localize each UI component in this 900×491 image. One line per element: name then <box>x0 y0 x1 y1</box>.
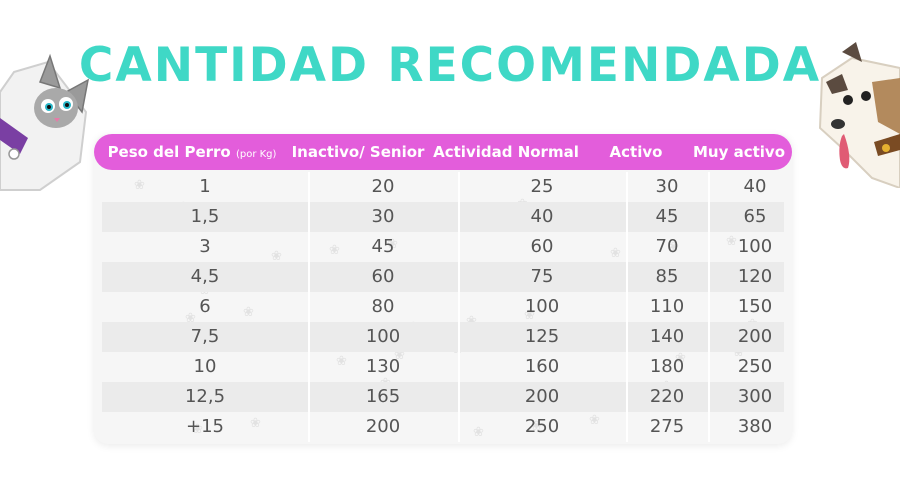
column-separator <box>708 172 710 442</box>
table-cell: 200 <box>365 416 401 437</box>
table-cell: 100 <box>524 296 560 317</box>
header-actividad-normal: Actividad Normal <box>433 143 579 161</box>
table-header: Peso del Perro (por Kg) Inactivo/ Senior… <box>94 134 792 170</box>
table-cell: +15 <box>186 416 224 437</box>
table-row: 6 80 100 110 150 <box>102 292 784 322</box>
table-row: 1 20 25 30 40 <box>102 172 784 202</box>
table-cell: 300 <box>737 386 773 407</box>
table-row: 10 130 160 180 250 <box>102 352 784 382</box>
table-cell: 40 <box>743 176 767 197</box>
table-cell: 45 <box>371 236 395 257</box>
header-label: Peso del Perro <box>107 143 231 161</box>
header-muy-activo: Muy activo <box>692 143 785 161</box>
table-cell: 150 <box>737 296 773 317</box>
table-cell: 85 <box>655 266 679 287</box>
table-row: +15 200 250 275 380 <box>102 412 784 442</box>
table-cell: 130 <box>365 356 401 377</box>
table-cell: 6 <box>199 296 211 317</box>
table-cell: 7,5 <box>190 326 220 347</box>
table-cell: 250 <box>524 416 560 437</box>
table-cell: 25 <box>530 176 554 197</box>
table-cell: 250 <box>737 356 773 377</box>
table-cell: 220 <box>649 386 685 407</box>
table-cell: 3 <box>199 236 211 257</box>
page-title: CANTIDAD RECOMENDADA <box>78 38 822 93</box>
table-cell: 65 <box>743 206 767 227</box>
table-row: 7,5 100 125 140 200 <box>102 322 784 352</box>
table-cell: 70 <box>655 236 679 257</box>
table-cell: 20 <box>371 176 395 197</box>
table-cell: 160 <box>524 356 560 377</box>
table-cell: 30 <box>655 176 679 197</box>
table-cell: 1 <box>199 176 211 197</box>
table-cell: 275 <box>649 416 685 437</box>
header-unit: (por Kg) <box>235 149 277 160</box>
table-row: 4,5 60 75 85 120 <box>102 262 784 292</box>
table-cell: 12,5 <box>184 386 226 407</box>
table-cell: 100 <box>365 326 401 347</box>
table-row: 12,5 165 200 220 300 <box>102 382 784 412</box>
table-cell: 165 <box>365 386 401 407</box>
table-cell: 100 <box>737 236 773 257</box>
table-cell: 125 <box>524 326 560 347</box>
table-cell: 40 <box>530 206 554 227</box>
table-cell: 120 <box>737 266 773 287</box>
table-cell: 380 <box>737 416 773 437</box>
table-cell: 4,5 <box>190 266 220 287</box>
table-row: 3 45 60 70 100 <box>102 232 784 262</box>
header-peso-del-perro: Peso del Perro (por Kg) <box>94 134 290 170</box>
header-inactivo-senior: Inactivo/ Senior <box>291 143 425 161</box>
table-cell: 80 <box>371 296 395 317</box>
table-row: 1,5 30 40 45 65 <box>102 202 784 232</box>
dog-mascot-icon <box>818 42 900 188</box>
cat-mascot-icon <box>0 53 90 191</box>
column-separator <box>308 172 310 442</box>
table-cell: 10 <box>193 356 217 377</box>
table-cell: 140 <box>649 326 685 347</box>
table-cell: 75 <box>530 266 554 287</box>
table-cell: 45 <box>655 206 679 227</box>
table-cell: 180 <box>649 356 685 377</box>
table-cell: 200 <box>524 386 560 407</box>
recommended-amount-table: ❀❀❀❀❀❀❀❀❀❀❀❀❀❀❀❀❀❀❀❀❀❀❀❀❀❀❀❀❀❀❀❀❀❀❀❀❀❀❀❀… <box>94 134 792 444</box>
table-cell: 200 <box>737 326 773 347</box>
table-cell: 30 <box>371 206 395 227</box>
column-separator <box>458 172 460 442</box>
column-separator <box>626 172 628 442</box>
table-cell: 60 <box>530 236 554 257</box>
table-cell: 1,5 <box>190 206 220 227</box>
header-activo: Activo <box>609 143 663 161</box>
table-cell: 110 <box>649 296 685 317</box>
table-cell: 60 <box>371 266 395 287</box>
